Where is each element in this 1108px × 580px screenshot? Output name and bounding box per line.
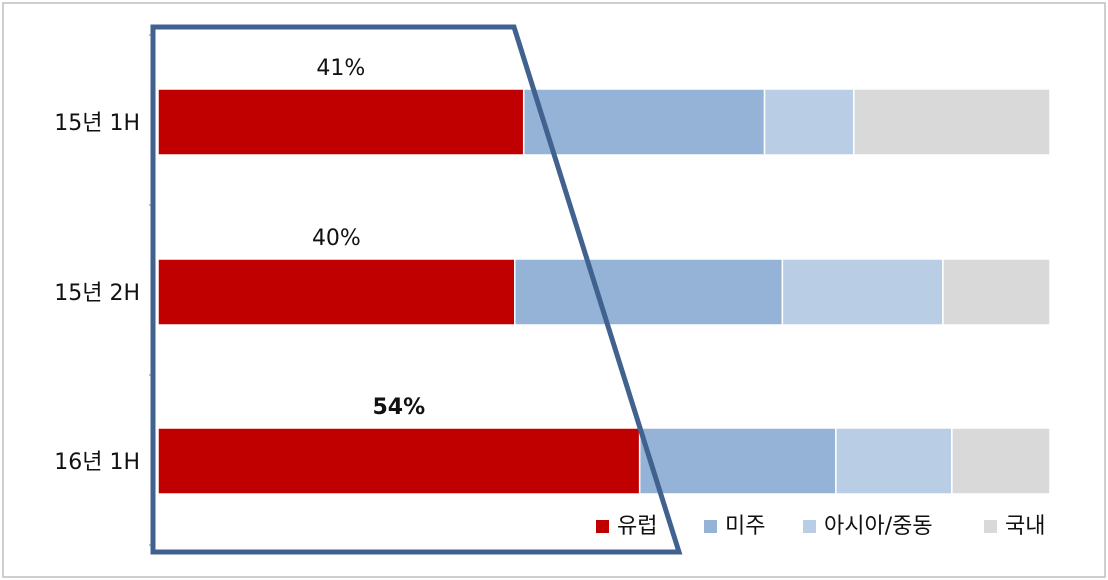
legend-swatch bbox=[803, 520, 816, 533]
bar-segment bbox=[763, 88, 855, 156]
bar-segment bbox=[951, 427, 1051, 495]
legend-swatch bbox=[596, 520, 609, 533]
bar-segment bbox=[835, 427, 953, 495]
category-label: 15년 1H bbox=[54, 111, 140, 136]
legend-label: 국내 bbox=[1005, 514, 1045, 539]
bars bbox=[157, 88, 1051, 495]
highlight-annotation bbox=[150, 24, 683, 555]
bar-segment bbox=[522, 88, 766, 156]
category-axis: 15년 1H 15년 2H 16년 1H bbox=[54, 34, 156, 546]
data-label: 41% bbox=[316, 56, 365, 81]
bar-segment bbox=[157, 88, 525, 156]
category-label: 15년 2H bbox=[54, 281, 140, 306]
bar-segment bbox=[157, 427, 641, 495]
data-labels: 41% 40% 54% bbox=[312, 56, 425, 420]
legend-swatch bbox=[984, 520, 997, 533]
bar-segment bbox=[514, 258, 784, 326]
legend-swatch bbox=[704, 520, 717, 533]
bar-segment bbox=[638, 427, 837, 495]
category-label: 16년 1H bbox=[54, 450, 140, 475]
trapezoid-annotation bbox=[150, 24, 683, 555]
data-label: 54% bbox=[373, 395, 426, 420]
legend-label: 유럽 bbox=[617, 514, 657, 539]
legend: 유럽 미주 아시아/중동 국내 bbox=[596, 514, 1045, 539]
bar-segment bbox=[942, 258, 1051, 326]
bar-segment bbox=[157, 258, 516, 326]
bar-segment bbox=[781, 258, 944, 326]
bar-segment bbox=[853, 88, 1051, 156]
data-label: 40% bbox=[312, 226, 361, 251]
legend-label: 미주 bbox=[725, 514, 765, 539]
legend-label: 아시아/중동 bbox=[824, 514, 933, 539]
